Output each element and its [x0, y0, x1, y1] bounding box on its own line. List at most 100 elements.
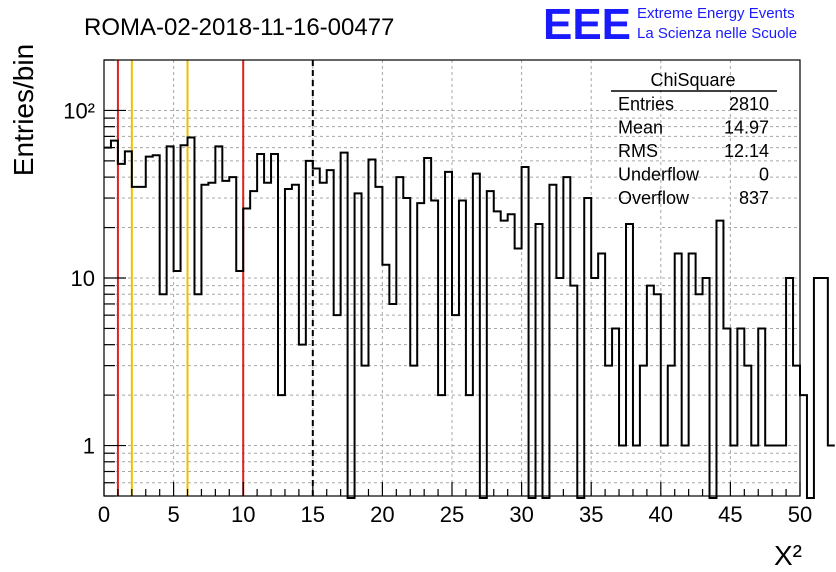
histogram-bin — [431, 201, 438, 496]
x-tick-label: 40 — [649, 502, 673, 527]
histogram-bin — [556, 278, 563, 496]
histogram-bin — [466, 395, 473, 496]
stats-row-label: Overflow — [618, 188, 690, 208]
histogram-bin — [800, 395, 807, 496]
stats-row-value: 12.14 — [724, 141, 769, 161]
stats-row-value: 2810 — [729, 94, 769, 114]
stats-box-rows: Entries 2810 Mean 14.97 RMS 12.14 Underflow 0 Ov… — [618, 94, 769, 208]
histogram-bin — [682, 446, 689, 496]
org-line-1: Extreme Energy Events — [637, 5, 795, 22]
histogram-bin — [508, 214, 515, 496]
histogram-bin — [647, 286, 654, 496]
histogram-bin — [744, 366, 751, 496]
stats-row-label: Underflow — [618, 165, 700, 185]
histogram-bin — [403, 198, 410, 496]
y-tick-labels: 1 10 10² — [63, 98, 95, 458]
stats-row-label: Entries — [618, 94, 674, 114]
histogram-bin — [438, 395, 445, 496]
histogram-bin — [751, 446, 758, 496]
histogram-bin — [355, 193, 362, 496]
histogram-bin — [445, 172, 452, 496]
histogram-bin — [215, 146, 222, 496]
stats-box-title: ChiSquare — [650, 70, 735, 90]
histogram-bin — [375, 187, 382, 496]
histogram-bin — [689, 254, 696, 496]
histogram-bin — [410, 366, 417, 496]
histogram-bin — [549, 185, 556, 496]
x-tick-label: 45 — [718, 502, 742, 527]
x-tick-labels: 0 5 10 15 20 25 30 35 40 45 50 — [98, 502, 812, 527]
histogram-bin — [786, 278, 793, 496]
axis-ticks — [103, 59, 801, 497]
y-tick-label: 10 — [71, 266, 95, 291]
eee-logo: EEE — [543, 0, 631, 49]
histogram-bin — [675, 254, 682, 496]
histogram-bin — [459, 201, 466, 496]
y-axis-label: Entries/bin — [8, 44, 39, 176]
histogram-outline — [104, 136, 835, 499]
histogram-bin — [703, 278, 710, 496]
x-tick-label: 30 — [509, 502, 533, 527]
x-tick-label: 35 — [579, 502, 603, 527]
stats-row-value: 14.97 — [724, 118, 769, 138]
histogram-bin — [452, 315, 459, 496]
histogram-bin — [125, 151, 132, 496]
histogram-bin — [139, 187, 146, 496]
histogram-bin — [522, 167, 529, 496]
histogram-bin — [758, 328, 765, 496]
y-tick-label: 10² — [63, 98, 95, 123]
histogram-bin — [208, 183, 215, 496]
histogram-bin — [536, 224, 543, 496]
histogram-bin — [389, 304, 396, 496]
histogram-bin — [584, 198, 591, 496]
x-tick-label: 25 — [440, 502, 464, 527]
histogram-bin — [730, 446, 737, 496]
histogram-bin — [633, 446, 640, 496]
histogram-bin — [737, 328, 744, 496]
histogram-bin — [243, 208, 250, 496]
histogram-bin — [132, 187, 139, 496]
histogram-bin — [417, 203, 424, 496]
histogram-bin — [104, 148, 111, 496]
histogram-bin — [515, 248, 522, 496]
histogram-bin — [188, 137, 195, 496]
histogram-bin — [814, 278, 821, 496]
stats-box: ChiSquare Entries 2810 Mean 14.97 RMS 12.14 Un… — [611, 70, 777, 208]
histogram-series — [104, 136, 835, 499]
histogram-bin — [362, 366, 369, 496]
x-tick-label: 0 — [98, 502, 110, 527]
histogram-bin — [723, 328, 730, 496]
y-tick-label: 1 — [83, 434, 95, 459]
histogram-bin — [334, 315, 341, 496]
histogram-bin — [153, 155, 160, 496]
histogram-bin — [236, 271, 243, 496]
stats-row-label: RMS — [618, 141, 658, 161]
x-tick-label: 20 — [370, 502, 394, 527]
histogram-bin — [229, 177, 236, 496]
x-tick-label: 5 — [167, 502, 179, 527]
histogram-bin — [640, 366, 647, 496]
histogram-bin — [341, 153, 348, 496]
histogram-bin — [285, 189, 292, 496]
stats-row-value: 0 — [759, 165, 769, 185]
histogram-bin — [306, 161, 313, 496]
histogram-bin — [626, 224, 633, 496]
histogram-bin — [368, 159, 375, 496]
histogram-bin — [146, 157, 153, 496]
histogram-bin — [619, 446, 626, 496]
run-title: ROMA-02-2018-11-16-00477 — [84, 14, 394, 41]
histogram-bin — [821, 278, 828, 496]
histogram-bin — [772, 446, 779, 496]
histogram-bin — [278, 395, 285, 496]
x-tick-label: 10 — [231, 502, 255, 527]
histogram-bin — [327, 170, 334, 496]
histogram-bin — [501, 221, 508, 496]
histogram-bin — [118, 164, 125, 496]
org-line-2: La Scienza nelle Scuole — [637, 25, 797, 42]
histogram-bin — [765, 446, 772, 496]
histogram-bin — [396, 177, 403, 496]
histogram-bin — [473, 174, 480, 496]
histogram-bin — [716, 221, 723, 496]
histogram-bin — [167, 146, 174, 496]
histogram-bin — [779, 446, 786, 496]
